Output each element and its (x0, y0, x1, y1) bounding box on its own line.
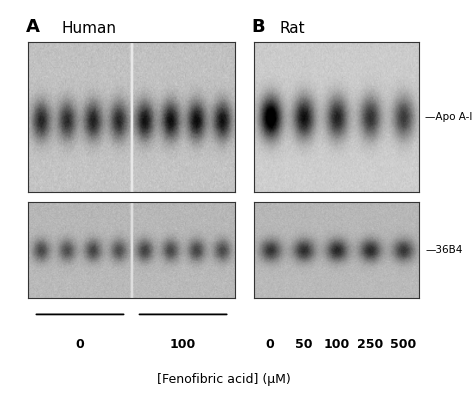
Text: Human: Human (62, 21, 117, 36)
Text: —36B4: —36B4 (425, 245, 463, 255)
Text: 100: 100 (323, 338, 350, 351)
Text: 100: 100 (170, 338, 196, 351)
Text: 50: 50 (295, 338, 312, 351)
Text: A: A (26, 18, 40, 36)
Text: 0: 0 (76, 338, 84, 351)
Text: Rat: Rat (280, 21, 305, 36)
Text: 0: 0 (266, 338, 274, 351)
Text: B: B (251, 18, 265, 36)
Text: 500: 500 (390, 338, 416, 351)
Text: [Fenofibric acid] (μM): [Fenofibric acid] (μM) (157, 373, 291, 386)
Text: —Apo A-I: —Apo A-I (425, 112, 473, 122)
Text: 250: 250 (356, 338, 383, 351)
